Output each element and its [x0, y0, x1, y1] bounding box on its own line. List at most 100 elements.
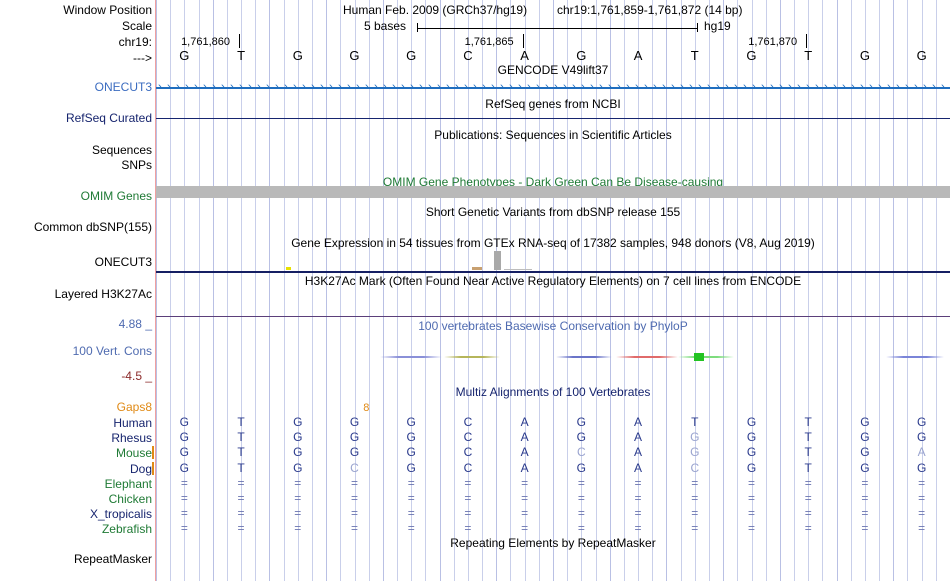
- gridline: [454, 0, 455, 581]
- alignment-gap-cell: =: [294, 521, 302, 535]
- label-snps[interactable]: SNPs: [121, 158, 152, 172]
- track-title-dbsnp: Short Genetic Variants from dbSNP releas…: [425, 205, 681, 219]
- gridline: [922, 0, 923, 581]
- label-100-vert-cons[interactable]: 100 Vert. Cons: [72, 344, 152, 358]
- label-refseq-curated[interactable]: RefSeq Curated: [65, 111, 152, 125]
- gtex-bar[interactable]: [472, 267, 482, 270]
- strand-arrow-icon: ›: [338, 81, 342, 93]
- gridline: [255, 0, 256, 581]
- species-label-dog[interactable]: Dog: [129, 462, 152, 476]
- strand-arrow-icon: ›: [365, 81, 369, 93]
- alignment-base-cell: A: [634, 430, 643, 444]
- species-label-zebrafish[interactable]: Zebrafish: [101, 522, 152, 536]
- alignment-row[interactable]: = = = = = = = = = = = = = =: [156, 492, 950, 505]
- ruler-label: 1,761,860: [181, 36, 230, 48]
- alignment-gap-cell: =: [861, 476, 869, 490]
- conservation-mark[interactable]: [886, 356, 944, 358]
- alignment-row[interactable]: = = = = = = = = = = = = = =: [156, 522, 950, 535]
- alignment-gap-cell: =: [691, 491, 699, 505]
- alignment-base-cell: C: [463, 445, 473, 459]
- position-readout[interactable]: chr19:1,761,859-1,761,872 (14 bp): [557, 3, 743, 17]
- strand-arrow-icon: ›: [770, 81, 774, 93]
- strand-arrow-icon: ›: [653, 81, 657, 93]
- alignment-gap-cell: =: [180, 506, 188, 520]
- gridline: [652, 0, 653, 581]
- gridline: [383, 0, 384, 581]
- scale-bar-left-cap: [417, 23, 418, 32]
- gridline: [369, 0, 370, 581]
- sequence-base: T: [237, 48, 246, 63]
- sequence-base: G: [916, 48, 927, 63]
- alignment-gap-cell: =: [577, 476, 585, 490]
- conservation-mark[interactable]: [556, 356, 612, 358]
- ruler-tick: [522, 34, 524, 48]
- alignment-gap-cell: =: [521, 476, 529, 490]
- gridline: [156, 0, 157, 581]
- alignment-row[interactable]: = = = = = = = = = = = = = =: [156, 477, 950, 490]
- genome-data-panel[interactable]: Human Feb. 2009 (GRCh37/hg19) chr19:1,76…: [156, 0, 950, 581]
- alignment-base-cell: T: [804, 461, 812, 475]
- strand-arrow-icon: ›: [248, 81, 252, 93]
- strand-arrow-icon: ›: [797, 81, 801, 93]
- species-label-elephant[interactable]: Elephant: [104, 477, 152, 491]
- strand-arrow-icon: ›: [698, 81, 702, 93]
- alignment-gap-cell: =: [804, 521, 812, 535]
- alignment-gap-cell: =: [918, 521, 926, 535]
- strand-arrow-icon: ›: [356, 81, 360, 93]
- onecut3-intron-line[interactable]: [156, 87, 950, 89]
- label-onecut3-gtex[interactable]: ONECUT3: [94, 255, 152, 269]
- gridline: [440, 0, 441, 581]
- strand-arrow-icon: ›: [887, 81, 891, 93]
- label-repeatmasker[interactable]: RepeatMasker: [73, 552, 152, 566]
- alignment-gap-cell: =: [804, 476, 812, 490]
- conservation-mark[interactable]: [444, 356, 500, 358]
- track-label-column: Window Position Scale chr19: ---> ONECUT…: [0, 0, 156, 581]
- strand-arrow-icon: ›: [185, 81, 189, 93]
- sequence-base: G: [292, 48, 303, 63]
- species-label-human[interactable]: Human: [113, 416, 152, 430]
- track-title-phylop: 100 vertebrates Basewise Conservation by…: [418, 319, 688, 333]
- species-label-mouse[interactable]: Mouse: [115, 446, 152, 460]
- label-layered-h3k27ac[interactable]: Layered H3K27Ac: [54, 287, 152, 301]
- assembly-title: Human Feb. 2009 (GRCh37/hg19): [343, 3, 528, 17]
- conservation-mark[interactable]: [678, 356, 734, 358]
- gtex-bar[interactable]: [286, 267, 291, 270]
- label-sequences[interactable]: Sequences: [91, 143, 152, 157]
- alignment-base-cell: G: [179, 461, 190, 475]
- gridline: [596, 0, 597, 581]
- sequence-base: G: [746, 48, 757, 63]
- omim-gene-band[interactable]: [156, 186, 950, 198]
- gridline: [752, 0, 753, 581]
- label-onecut3-gencode[interactable]: ONECUT3: [94, 80, 152, 94]
- strand-arrow-icon: ›: [833, 81, 837, 93]
- conservation-mark[interactable]: [616, 356, 678, 358]
- sequence-base: A: [520, 48, 529, 63]
- alignment-gap-cell: =: [634, 491, 642, 505]
- alignment-base-cell: A: [520, 445, 529, 459]
- alignment-base-cell: G: [690, 430, 700, 444]
- gtex-bar[interactable]: [504, 269, 532, 270]
- conservation-mark[interactable]: [380, 356, 442, 358]
- gap-indicator-tick: [152, 446, 154, 459]
- conservation-peak[interactable]: [694, 353, 704, 361]
- strand-arrow-icon: ›: [275, 81, 279, 93]
- separator-h3k27ac: [156, 316, 950, 317]
- alignment-gap-cell: =: [350, 476, 358, 490]
- label-common-dbsnp[interactable]: Common dbSNP(155): [33, 220, 152, 234]
- species-label-chicken[interactable]: Chicken: [108, 492, 152, 506]
- gtex-bar[interactable]: [494, 251, 501, 270]
- species-label-x_tropicalis[interactable]: X_tropicalis: [89, 507, 152, 521]
- alignment-base-cell: G: [746, 445, 757, 459]
- strand-arrow-icon: ›: [761, 81, 765, 93]
- species-label-rhesus[interactable]: Rhesus: [111, 431, 152, 445]
- label-omim-genes[interactable]: OMIM Genes: [80, 189, 152, 203]
- alignment-base-cell: G: [293, 445, 303, 459]
- strand-arrow-icon: ›: [509, 81, 513, 93]
- alignment-base-cell: A: [520, 430, 529, 444]
- alignment-base-cell: A: [917, 445, 926, 459]
- alignment-row[interactable]: = = = = = = = = = = = = = =: [156, 507, 950, 520]
